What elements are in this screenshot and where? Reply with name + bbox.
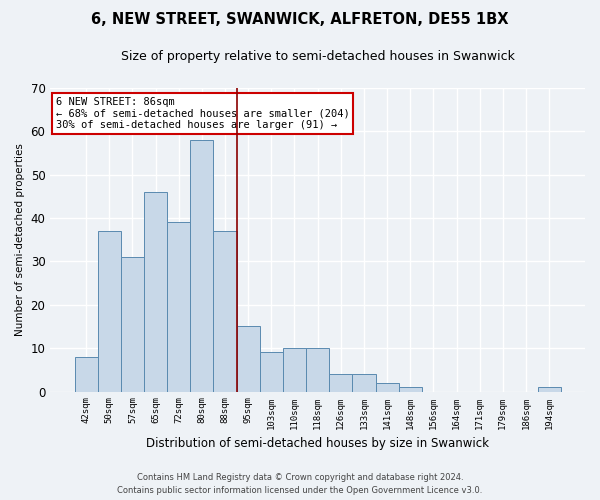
Bar [190, 140, 214, 392]
X-axis label: Distribution of semi-detached houses by size in Swanwick: Distribution of semi-detached houses by … [146, 437, 489, 450]
Bar [398, 387, 422, 392]
Y-axis label: Number of semi-detached properties: Number of semi-detached properties [15, 143, 25, 336]
Bar [214, 231, 236, 392]
Bar [329, 374, 352, 392]
Bar [98, 231, 121, 392]
Bar [352, 374, 376, 392]
Bar [538, 387, 560, 392]
Bar [121, 257, 144, 392]
Bar [236, 326, 260, 392]
Bar [144, 192, 167, 392]
Bar [74, 357, 98, 392]
Text: Contains HM Land Registry data © Crown copyright and database right 2024.
Contai: Contains HM Land Registry data © Crown c… [118, 474, 482, 495]
Text: 6 NEW STREET: 86sqm
← 68% of semi-detached houses are smaller (204)
30% of semi-: 6 NEW STREET: 86sqm ← 68% of semi-detach… [56, 97, 349, 130]
Bar [306, 348, 329, 392]
Bar [283, 348, 306, 392]
Bar [167, 222, 190, 392]
Title: Size of property relative to semi-detached houses in Swanwick: Size of property relative to semi-detach… [121, 50, 515, 63]
Bar [260, 352, 283, 392]
Text: 6, NEW STREET, SWANWICK, ALFRETON, DE55 1BX: 6, NEW STREET, SWANWICK, ALFRETON, DE55 … [91, 12, 509, 28]
Bar [376, 383, 398, 392]
